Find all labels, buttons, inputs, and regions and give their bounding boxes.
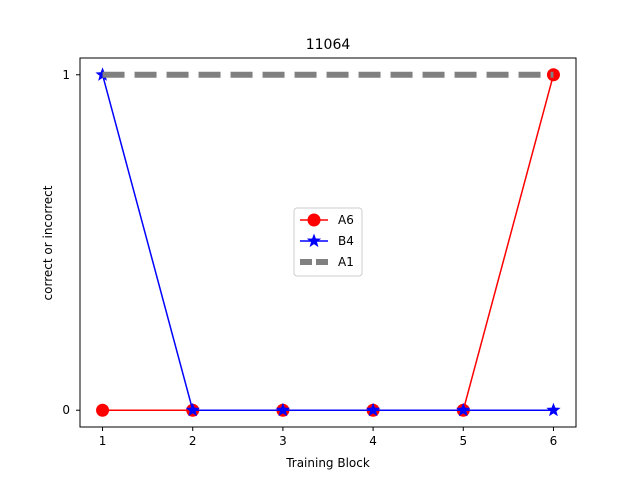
legend-marker-a6 — [307, 213, 321, 227]
series-line-b4 — [101, 74, 554, 411]
legend-marker-b4 — [306, 233, 322, 248]
data-point-b4 — [456, 402, 471, 417]
plot-frame — [79, 57, 577, 428]
legend-label-a6: A6 — [338, 213, 354, 227]
chart-title: 11064 — [306, 37, 351, 53]
y-tick-label: 1 — [62, 68, 70, 82]
legend-label-a1: A1 — [338, 255, 354, 269]
legend: A6 B4 A1 — [293, 207, 363, 277]
x-tick-label: 1 — [99, 434, 107, 448]
data-point-b4 — [185, 402, 200, 417]
x-tick-label: 6 — [550, 434, 558, 448]
data-point-b4 — [546, 402, 561, 417]
data-point-a6 — [96, 403, 110, 417]
x-tick-label: 4 — [369, 434, 377, 448]
data-point-b4 — [275, 402, 291, 417]
x-tick-label: 2 — [189, 434, 197, 448]
x-axis: 1 2 3 4 5 6 — [99, 427, 558, 448]
data-point-a6 — [546, 68, 560, 82]
x-tick-label: 3 — [279, 434, 287, 448]
x-axis-label: Training Block — [285, 456, 370, 470]
data-point-b4 — [365, 402, 381, 417]
plot-area — [95, 67, 561, 417]
y-tick-label: 0 — [62, 403, 70, 417]
x-tick-label: 5 — [459, 434, 467, 448]
y-axis-label: correct or incorrect — [41, 185, 55, 300]
y-axis: 01 — [62, 68, 80, 417]
legend-label-b4: B4 — [338, 234, 354, 248]
data-point-b4 — [95, 67, 110, 81]
